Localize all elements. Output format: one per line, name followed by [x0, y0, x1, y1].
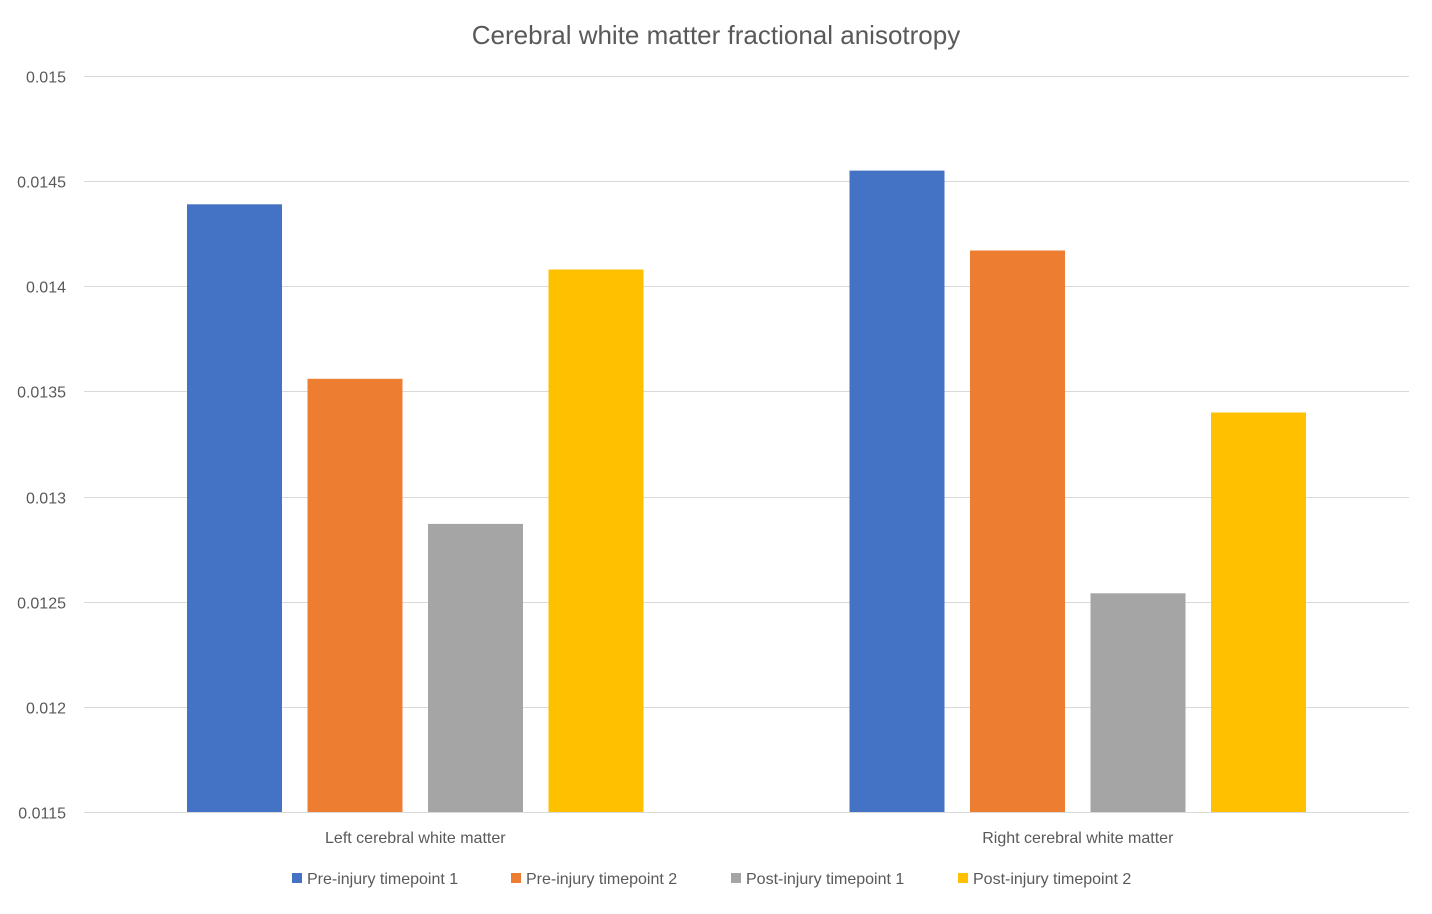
- bar-pre-injury-timepoint-1-left: [187, 204, 282, 813]
- y-tick-label: 0.0125: [17, 596, 66, 613]
- bar-pre-injury-timepoint-2-left: [307, 378, 403, 812]
- legend-swatch: [958, 873, 968, 883]
- gridlines: [84, 76, 1409, 813]
- legend-label: Post-injury timepoint 1: [746, 871, 904, 888]
- bar-pre-injury-timepoint-2-right: [970, 250, 1065, 812]
- bar-post-injury-timepoint-1-right: [1090, 593, 1186, 812]
- legend-label: Pre-injury timepoint 1: [307, 871, 458, 888]
- x-category-label: Left cerebral white matter: [325, 830, 506, 847]
- chart-title: Cerebral white matter fractional anisotr…: [472, 20, 960, 50]
- y-tick-label: 0.012: [26, 701, 66, 718]
- y-tick-label: 0.014: [26, 280, 66, 297]
- bar-post-injury-timepoint-1-left: [428, 523, 523, 812]
- bar-post-injury-timepoint-2-right: [1211, 412, 1306, 812]
- y-tick-label: 0.0115: [18, 806, 66, 823]
- legend-swatch: [731, 873, 741, 883]
- legend-swatch: [511, 873, 521, 883]
- x-category-label: Right cerebral white matter: [982, 830, 1174, 847]
- y-tick-label: 0.0135: [17, 385, 66, 402]
- legend-label: Post-injury timepoint 2: [973, 871, 1131, 888]
- legend-swatch: [292, 873, 302, 883]
- bars: [187, 170, 1306, 813]
- legend-label: Pre-injury timepoint 2: [526, 871, 677, 888]
- bar-pre-injury-timepoint-1-right: [849, 170, 945, 813]
- legend: Pre-injury timepoint 1 Pre-injury timepoi…: [292, 871, 1131, 888]
- bar-post-injury-timepoint-2-left: [548, 269, 644, 812]
- y-tick-label: 0.013: [26, 491, 66, 508]
- x-axis-category-labels: Left cerebral white matter Right cerebral…: [325, 830, 1174, 847]
- y-tick-label: 0.015: [26, 70, 66, 87]
- y-tick-label: 0.0145: [17, 175, 66, 192]
- y-axis-tick-labels: 0.015 0.0145 0.014 0.0135 0.013 0.0125 0.012 0.…: [17, 70, 66, 823]
